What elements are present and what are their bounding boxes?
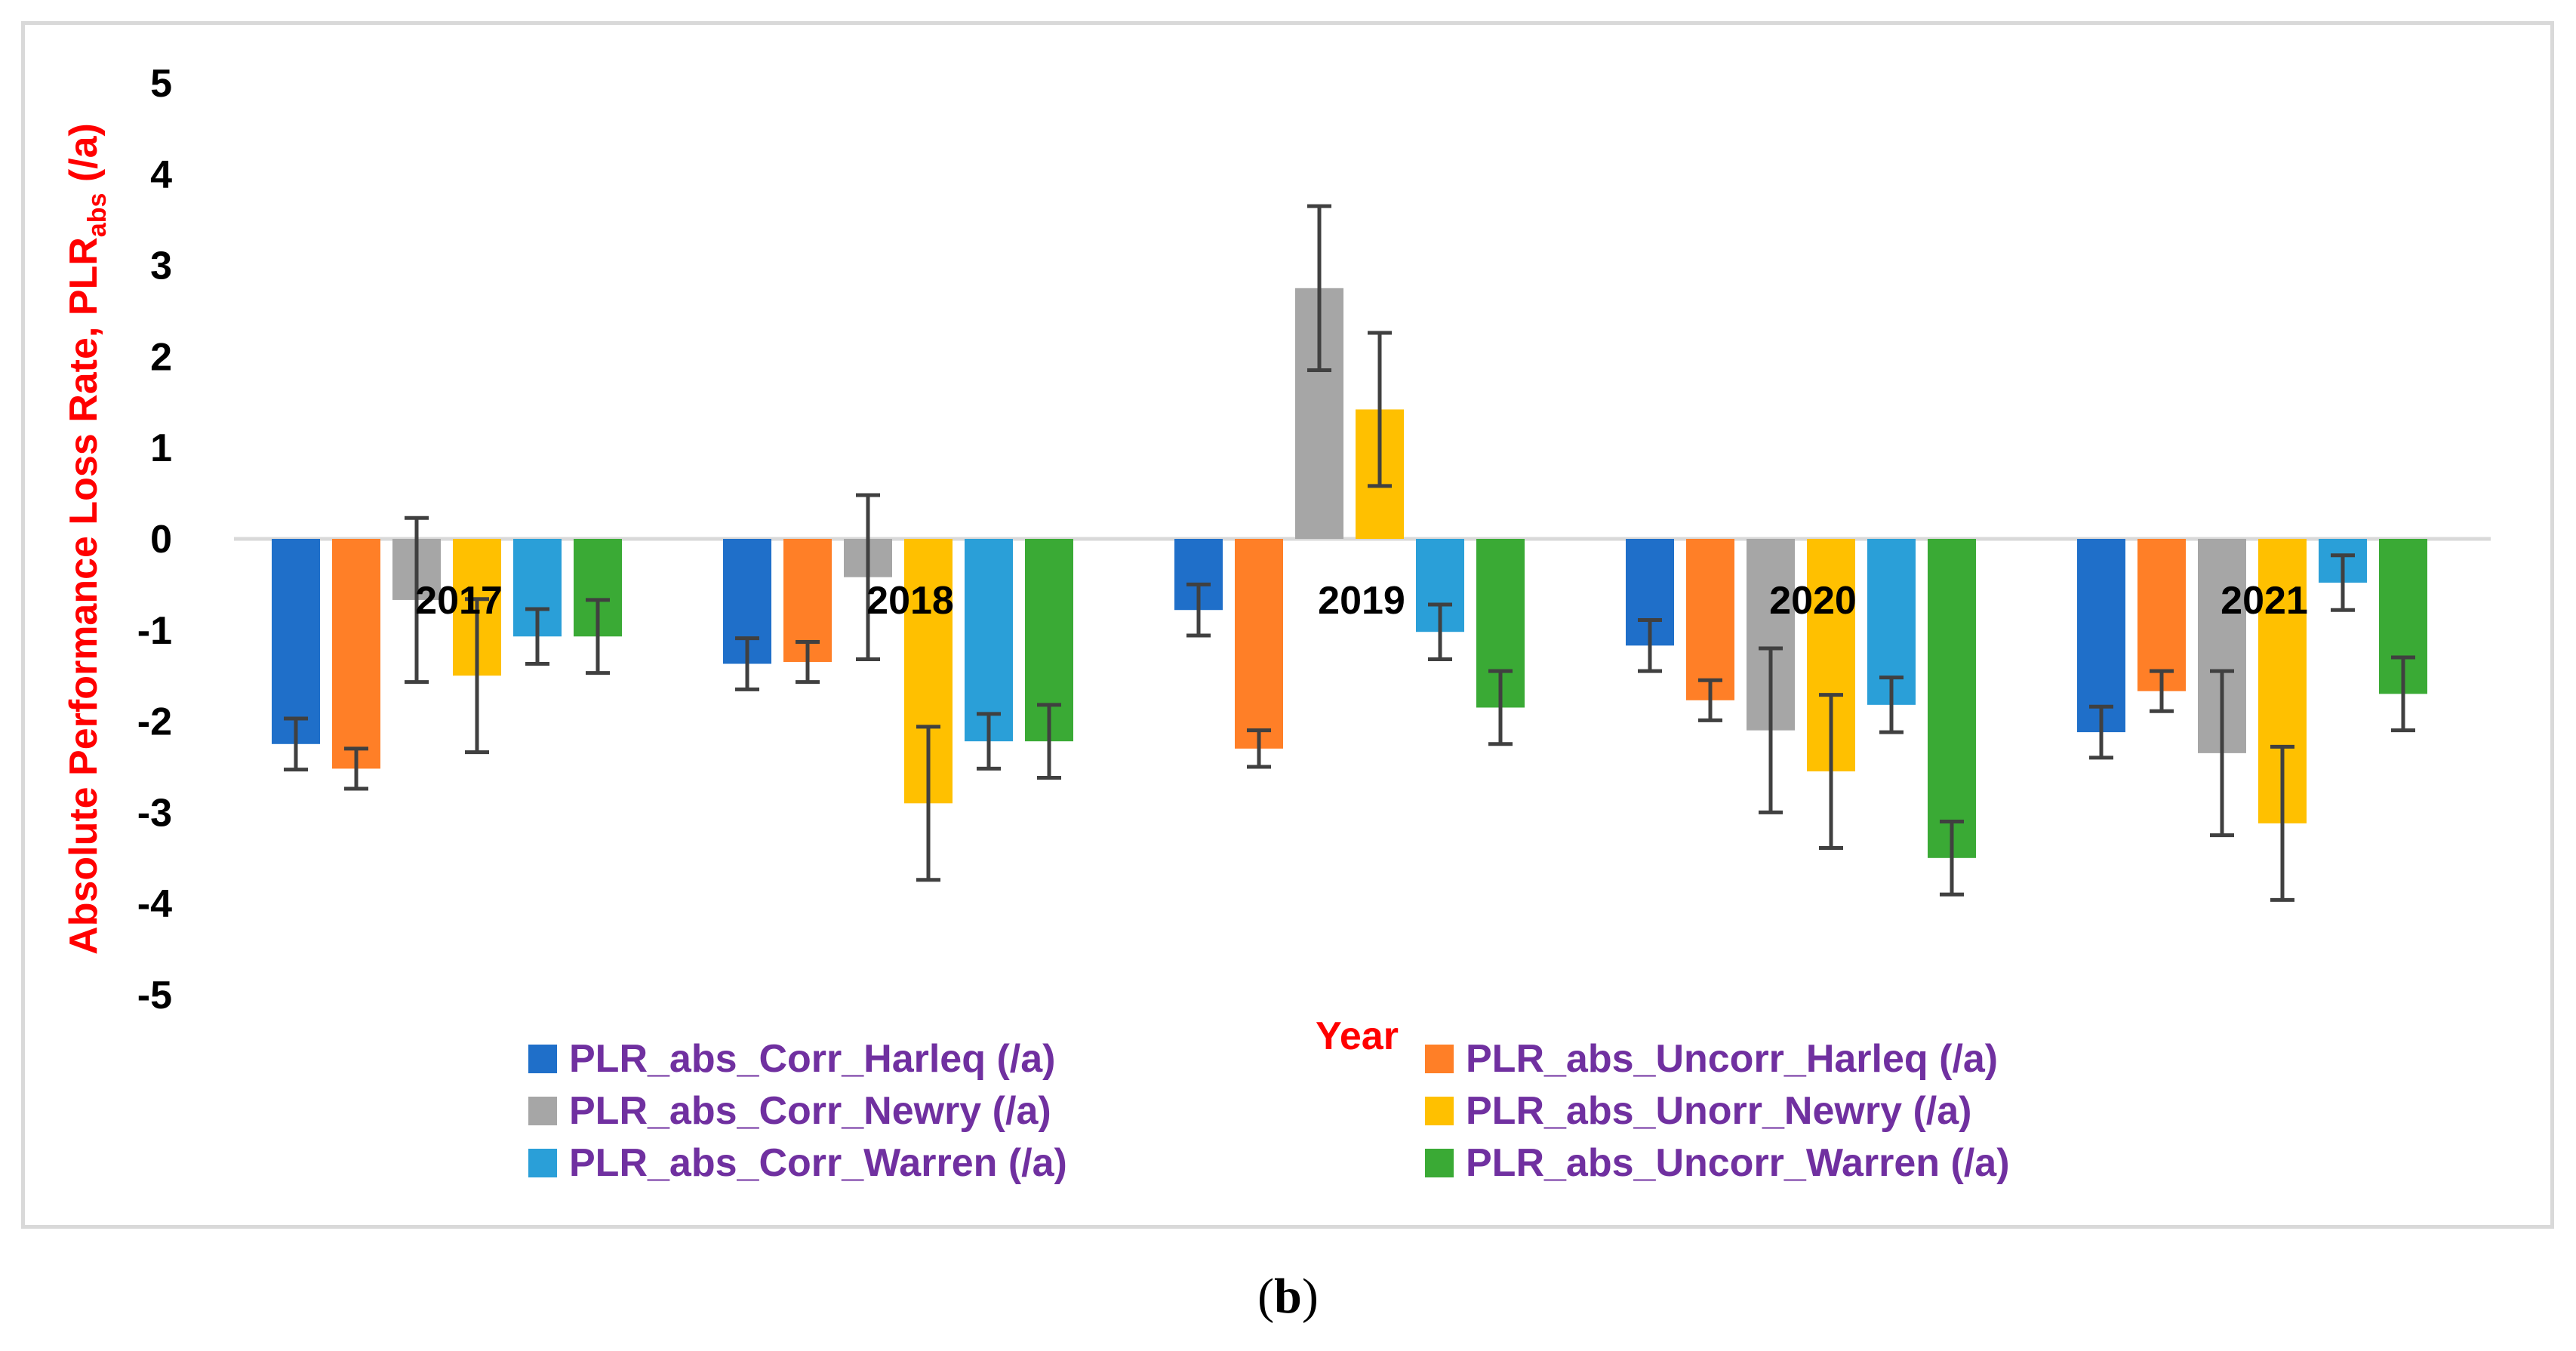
category-label: 2018 <box>866 579 954 623</box>
bar <box>1686 539 1734 700</box>
legend-label: PLR_abs_Corr_Harleq (/a) <box>569 1037 1055 1081</box>
category-label: 2020 <box>1769 579 1857 623</box>
y-tick-label: 3 <box>150 245 172 288</box>
bar <box>2077 539 2125 733</box>
bar <box>272 539 320 744</box>
bar-chart: 5 4 3 2 1 0 -1 -2 -3 -4 -5 2017 2018 2019 2020 2021 Abso… <box>62 62 2491 1185</box>
bar <box>1235 539 1283 749</box>
legend-swatch <box>528 1097 557 1125</box>
y-tick-label: -5 <box>137 974 172 1017</box>
legend-swatch <box>1425 1045 1454 1073</box>
bar <box>1928 539 1976 858</box>
legend-label: PLR_abs_Uncorr_Harleq (/a) <box>1466 1037 1998 1081</box>
y-tick-label: -2 <box>137 700 172 744</box>
y-tick-label: 0 <box>150 518 172 562</box>
y-axis-title: Absolute Performance Loss Rate, PLRabs (… <box>62 123 112 955</box>
chart-frame <box>21 21 2554 1229</box>
bar <box>2137 539 2186 691</box>
y-tick-label: -3 <box>137 791 172 835</box>
legend-label: PLR_abs_Unorr_Newry (/a) <box>1466 1089 1971 1133</box>
caption-close: ) <box>1301 1269 1319 1324</box>
legend-swatch <box>528 1045 557 1073</box>
category-label: 2021 <box>2221 579 2308 623</box>
bar <box>965 539 1013 742</box>
y-tick-label: -4 <box>137 882 172 926</box>
caption-open: ( <box>1257 1269 1275 1324</box>
legend-swatch <box>1425 1149 1454 1177</box>
y-tick-label: 4 <box>150 153 172 197</box>
y-tick-label: 1 <box>150 426 172 470</box>
category-label: 2019 <box>1318 579 1405 623</box>
y-tick-label: 2 <box>150 335 172 379</box>
caption-letter: b <box>1274 1269 1302 1324</box>
y-tick-label: 5 <box>150 62 172 106</box>
legend-swatch <box>1425 1097 1454 1125</box>
legend-swatch <box>528 1149 557 1177</box>
x-axis-title: Year <box>1316 1014 1399 1058</box>
category-label: 2017 <box>415 579 503 623</box>
y-tick-label: -1 <box>137 609 172 653</box>
figure-caption: (b) <box>0 1268 2576 1325</box>
legend-label: PLR_abs_Corr_Warren (/a) <box>569 1141 1067 1185</box>
legend-label: PLR_abs_Corr_Newry (/a) <box>569 1089 1051 1133</box>
legend-label: PLR_abs_Uncorr_Warren (/a) <box>1466 1141 2010 1185</box>
bar <box>332 539 380 769</box>
